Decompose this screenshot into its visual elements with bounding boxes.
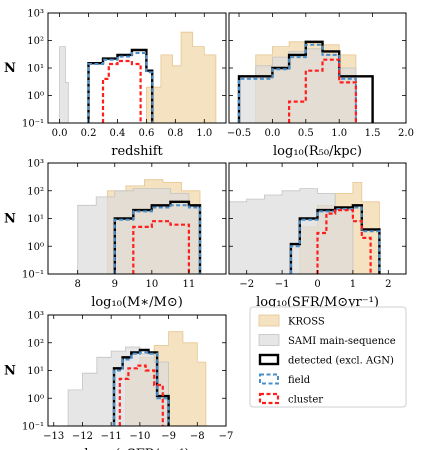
x-tick-label: 2 (385, 279, 391, 290)
x-tick-label: 11 (183, 279, 196, 290)
histogram-panel-4: −2 −1 0 1 2 log₁₀(SFR/M⊙yr⁻¹) (228, 162, 407, 310)
x-axis-label: redshift (111, 144, 163, 159)
y-axis-label: N (4, 212, 16, 227)
y-tick-label: 10² (27, 186, 44, 197)
x-tick-label: 10 (145, 279, 158, 290)
x-tick-label: −11 (101, 431, 122, 442)
y-tick-label: 10⁻¹ (22, 270, 44, 281)
x-tick-label: −10 (129, 431, 150, 442)
x-tick-label: −2 (239, 279, 254, 290)
x-tick-label: 0.0 (264, 128, 280, 139)
legend-swatch-cluster (258, 392, 280, 405)
plot-area (229, 182, 381, 274)
legend: KROSS SAMI main-sequence detected (excl. A… (249, 306, 407, 408)
legend-swatch-kross (258, 314, 280, 327)
y-tick-label: 10¹ (27, 366, 44, 377)
histogram-cluster (132, 220, 190, 274)
histogram-field (113, 204, 201, 274)
x-tick-label: 2.0 (398, 128, 414, 139)
histogram-cluster (101, 59, 142, 123)
y-axis-label: N (4, 364, 16, 379)
y-tick-label: 10⁰ (27, 91, 44, 102)
plot-area (237, 40, 374, 123)
x-tick-label: 0.0 (52, 128, 68, 139)
y-tick-label: 10² (27, 36, 44, 47)
x-tick-label: −12 (72, 431, 93, 442)
x-tick-label: 0.8 (167, 128, 183, 139)
x-tick-label: −7 (219, 431, 234, 442)
histogram-field (238, 43, 357, 123)
x-tick-label: 8 (74, 279, 80, 290)
histogram-cluster (316, 209, 372, 274)
histogram-kross (146, 31, 217, 123)
legend-swatch-sami (258, 334, 280, 346)
legend-swatch-field (259, 373, 279, 385)
x-tick-label: −1 (275, 279, 290, 290)
y-tick-label: 10¹ (27, 214, 44, 225)
x-tick-label: −9 (161, 431, 176, 442)
x-tick-label: 0.5 (298, 128, 314, 139)
legend-label-cluster: cluster (288, 395, 323, 406)
plot-area (77, 179, 202, 274)
x-tick-label: −8 (190, 431, 205, 442)
histogram-cluster (118, 364, 164, 426)
x-tick-label: −13 (43, 431, 64, 442)
y-tick-label: 10² (27, 338, 44, 349)
x-tick-label: 0.4 (110, 128, 126, 139)
legend-label-field: field (288, 375, 311, 386)
histogram-field (113, 351, 170, 426)
x-tick-label: 0 (314, 279, 320, 290)
plot-area (59, 31, 217, 123)
legend-swatch-detected (258, 353, 280, 366)
x-tick-label: 9 (112, 279, 118, 290)
histogram-sami (67, 346, 169, 426)
legend-box (249, 306, 407, 408)
x-tick-label: 1.0 (331, 128, 347, 139)
histogram-cluster (288, 58, 357, 123)
x-tick-label: −0.5 (227, 128, 251, 139)
histogram-panel-2: −0.5 0.0 0.5 1.0 1.5 2.0 log₁₀(R₅₀/kpc) (227, 12, 414, 159)
x-tick-label: 1.5 (365, 128, 381, 139)
x-tick-label: 1.0 (196, 128, 212, 139)
legend-label-detected: detected (excl. AGN) (288, 356, 394, 367)
y-tick-label: 10³ (27, 9, 44, 20)
x-tick-label: 0.2 (81, 128, 97, 139)
y-tick-label: 10¹ (27, 64, 44, 75)
x-axis-label: log₁₀(sSFR/yr⁻¹) (84, 447, 189, 450)
histogram-detected (113, 200, 202, 274)
histogram-panel-5: −13 −12 −11 −10 −9 −8 −7 10⁻¹ 10⁰ 10¹ 10² 10³ log₁₀(… (4, 311, 233, 450)
histogram-sami (59, 46, 69, 123)
y-tick-label: 10³ (27, 159, 44, 170)
y-tick-label: 10⁻¹ (22, 422, 44, 433)
x-tick-label: 0.6 (138, 128, 154, 139)
histogram-field (87, 52, 154, 123)
x-axis-label: log₁₀(R₅₀/kpc) (273, 144, 362, 159)
histogram-panel-3: 8 9 10 11 10⁻¹ 10⁰ 10¹ 10² 10³ log₁₀(M∗/M⊙) N (4, 159, 227, 310)
x-axis-label: log₁₀(SFR/M⊙yr⁻¹) (256, 295, 379, 310)
legend-label-kross: KROSS (288, 317, 325, 328)
x-axis-label: log₁₀(M∗/M⊙) (91, 295, 183, 310)
y-tick-label: 10⁰ (27, 394, 44, 405)
histogram-panel-1: 0.0 0.2 0.4 0.6 0.8 1.0 10⁻¹ 10⁰ 10¹ 10² 10³ redshi… (4, 9, 227, 159)
y-axis-label: N (4, 61, 16, 76)
plot-area (67, 331, 207, 426)
y-tick-label: 10⁰ (27, 242, 44, 253)
x-tick-label: 1 (350, 279, 356, 290)
legend-label-sami: SAMI main-sequence (288, 336, 396, 347)
y-tick-label: 10⁻¹ (22, 119, 44, 130)
y-tick-label: 10³ (27, 311, 44, 322)
